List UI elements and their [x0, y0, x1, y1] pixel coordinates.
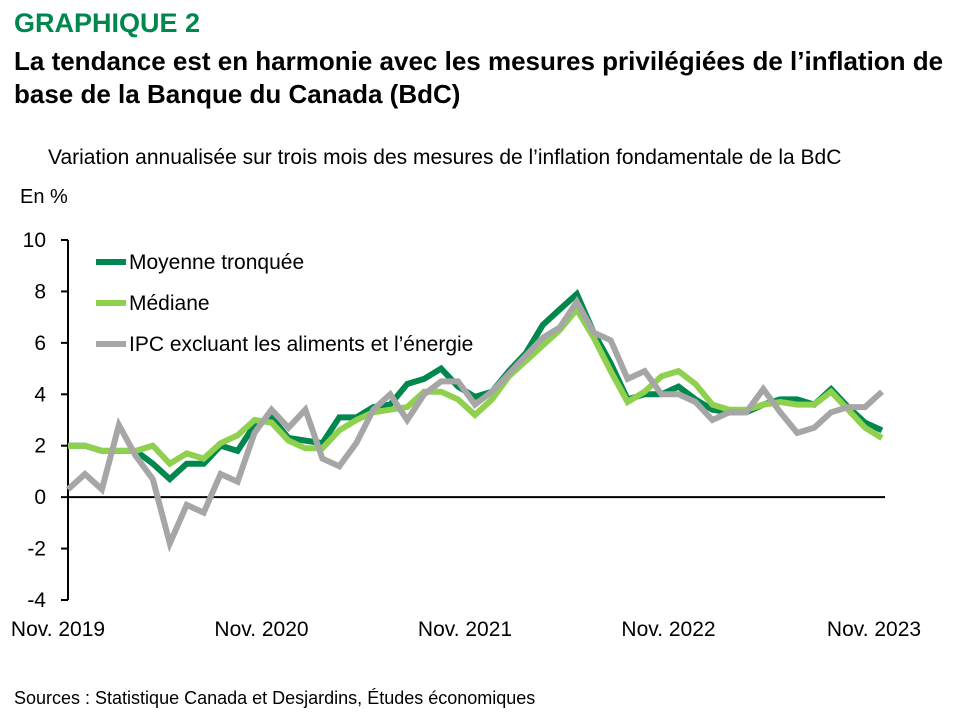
source-note: Sources : Statistique Canada et Desjardi…: [14, 688, 536, 708]
y-tick-label: 0: [34, 486, 46, 509]
legend-label: Moyenne tronquée: [129, 251, 304, 274]
y-tick-label: 2: [34, 435, 46, 458]
y-tick-label: -4: [27, 589, 46, 612]
chart-title: La tendance est en harmonie avec les mes…: [14, 46, 944, 109]
chart-subtitle: Variation annualisée sur trois mois des …: [48, 146, 842, 169]
legend-label: Médiane: [129, 292, 210, 315]
legend-label: IPC excluant les aliments et l’énergie: [129, 333, 473, 356]
x-tick-label: Nov. 2021: [418, 618, 512, 641]
y-tick-label: 8: [34, 280, 46, 303]
y-axis-unit: En %: [20, 186, 68, 208]
y-tick-label: 10: [23, 229, 46, 252]
x-tick-label: Nov. 2020: [214, 618, 308, 641]
y-tick-label: -2: [27, 538, 46, 561]
y-tick-label: 6: [34, 332, 46, 355]
series-line-ipc-excluant: [65, 295, 885, 553]
x-tick-label: Nov. 2023: [827, 618, 921, 641]
y-tick-label: 4: [34, 383, 46, 406]
chart-kicker: GRAPHIQUE 2: [14, 8, 201, 38]
x-tick-label: Nov. 2022: [621, 618, 715, 641]
x-tick-label: Nov. 2019: [11, 618, 105, 641]
